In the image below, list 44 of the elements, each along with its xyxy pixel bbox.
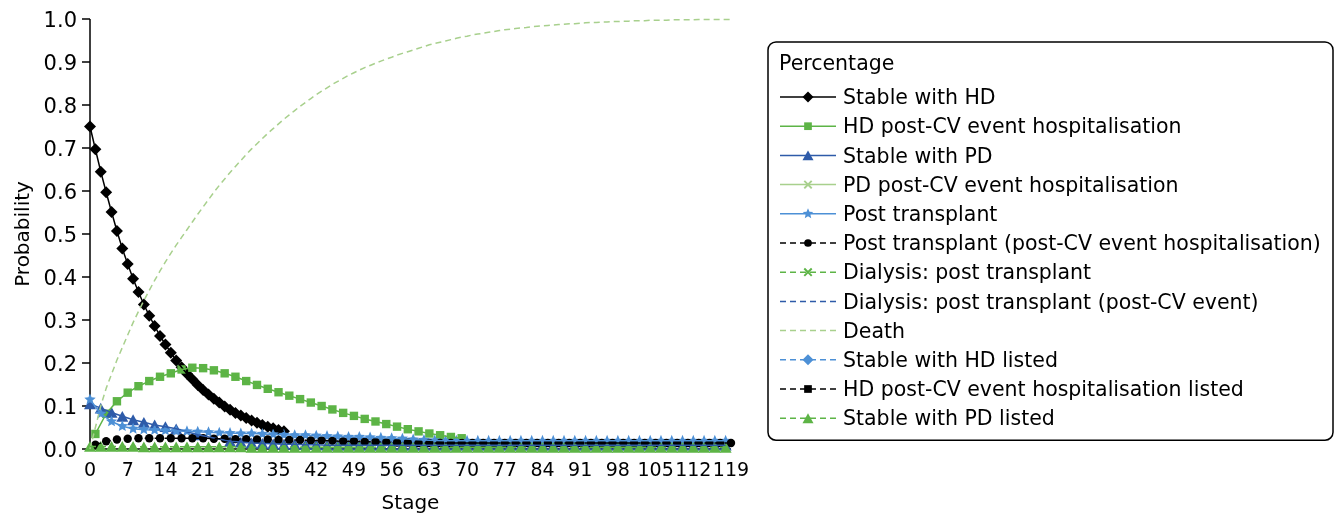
x-tick-label: 14	[153, 458, 178, 480]
x-tick-label: 119	[712, 458, 750, 480]
legend-label: HD post-CV event hospitalisation	[843, 114, 1182, 139]
y-axis-title: Probability	[10, 180, 34, 287]
x-tick-label: 105	[637, 458, 674, 480]
legend-label: Death	[843, 318, 905, 343]
legend-label: Stable with HD	[843, 85, 996, 110]
legend-title: Percentage	[779, 51, 895, 76]
y-tick-label: 0.9	[43, 50, 77, 75]
legend-label: Dialysis: post transplant (post-CV event)	[843, 289, 1259, 314]
x-tick-label: 42	[304, 458, 329, 480]
x-tick-label: 21	[191, 458, 216, 480]
legend-label: Stable with HD listed	[843, 347, 1058, 372]
legend-label: HD post-CV event hospitalisation listed	[843, 377, 1244, 402]
y-tick-label: 0.8	[43, 93, 77, 118]
y-tick-label: 0.2	[43, 351, 77, 376]
legend-label: PD post-CV event hospitalisation	[843, 172, 1179, 197]
x-tick-label: 63	[417, 458, 442, 480]
y-tick-label: 0.0	[43, 437, 77, 462]
legend-label: Post transplant (post-CV event hospitalisation)	[843, 231, 1321, 256]
legend-label: Post transplant	[843, 201, 998, 226]
x-tick-label: 70	[454, 458, 480, 480]
x-tick-label: 35	[266, 458, 291, 480]
y-tick-label: 0.6	[43, 179, 77, 204]
y-tick-label: 0.3	[43, 308, 77, 333]
y-tick-label: 0.7	[43, 136, 77, 161]
legend-label: Stable with PD listed	[843, 406, 1055, 431]
legend-label: Dialysis: post transplant	[843, 260, 1092, 285]
x-tick-label: 84	[530, 458, 555, 480]
y-tick-label: 1.0	[43, 7, 77, 32]
legend-label: Stable with PD	[843, 143, 993, 168]
x-tick-label: 112	[675, 458, 712, 480]
x-axis-title: Stage	[381, 490, 440, 514]
y-tick-label: 0.1	[43, 394, 77, 419]
y-tick-label: 0.4	[43, 265, 77, 290]
x-tick-label: 91	[568, 458, 593, 480]
x-tick-label: 56	[379, 458, 404, 480]
x-tick-label: 28	[228, 458, 253, 480]
x-tick-label: 98	[605, 458, 630, 480]
x-tick-label: 77	[492, 458, 517, 480]
x-tick-label: 49	[341, 458, 367, 480]
x-tick-label: 0	[83, 458, 97, 480]
y-tick-label: 0.5	[43, 222, 77, 247]
x-tick-label: 7	[121, 458, 134, 480]
